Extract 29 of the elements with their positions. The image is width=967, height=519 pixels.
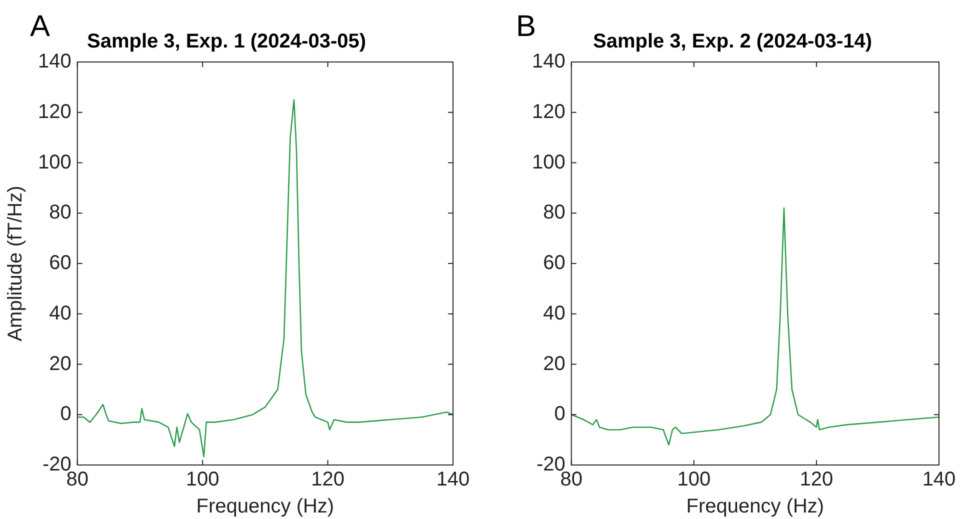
y-tick-label: 20 [49, 352, 72, 375]
y-tick-label: 40 [543, 302, 566, 324]
x-tick-label: 140 [436, 468, 470, 491]
y-tick-label: 0 [60, 403, 72, 426]
y-axis-title: Amplitude (fT/Hz) [4, 186, 27, 342]
y-tick-label: 40 [49, 302, 72, 324]
y-tick-label: 120 [38, 100, 72, 123]
chart-title: Sample 3, Exp. 2 (2024-03-14) [592, 30, 872, 53]
x-axis-title: Frequency (Hz) [686, 496, 824, 518]
y-tick-label: 140 [38, 50, 72, 73]
x-tick-label: 140 [922, 468, 956, 491]
x-tick-label: 100 [677, 468, 711, 491]
x-tick-label: 120 [311, 468, 344, 491]
x-axis-title: Frequency (Hz) [196, 496, 334, 518]
y-tick-label: 100 [38, 151, 72, 174]
y-tick-label: 20 [543, 352, 566, 375]
y-tick-label: 60 [49, 252, 72, 274]
x-tick-label: 120 [800, 468, 834, 491]
chart-title: Sample 3, Exp. 1 (2024-03-05) [86, 30, 366, 53]
y-tick-label: 80 [543, 202, 566, 224]
y-tick-label: 60 [543, 252, 566, 274]
text: B [516, 10, 536, 44]
x-tick-label: 100 [186, 468, 220, 491]
y-tick-label: 0 [554, 403, 566, 426]
text: A [30, 10, 50, 44]
y-tick-label: 120 [532, 100, 566, 123]
y-tick-label: 100 [532, 151, 566, 174]
y-tick-label: 140 [532, 50, 566, 73]
y-tick-label: 80 [49, 202, 72, 224]
